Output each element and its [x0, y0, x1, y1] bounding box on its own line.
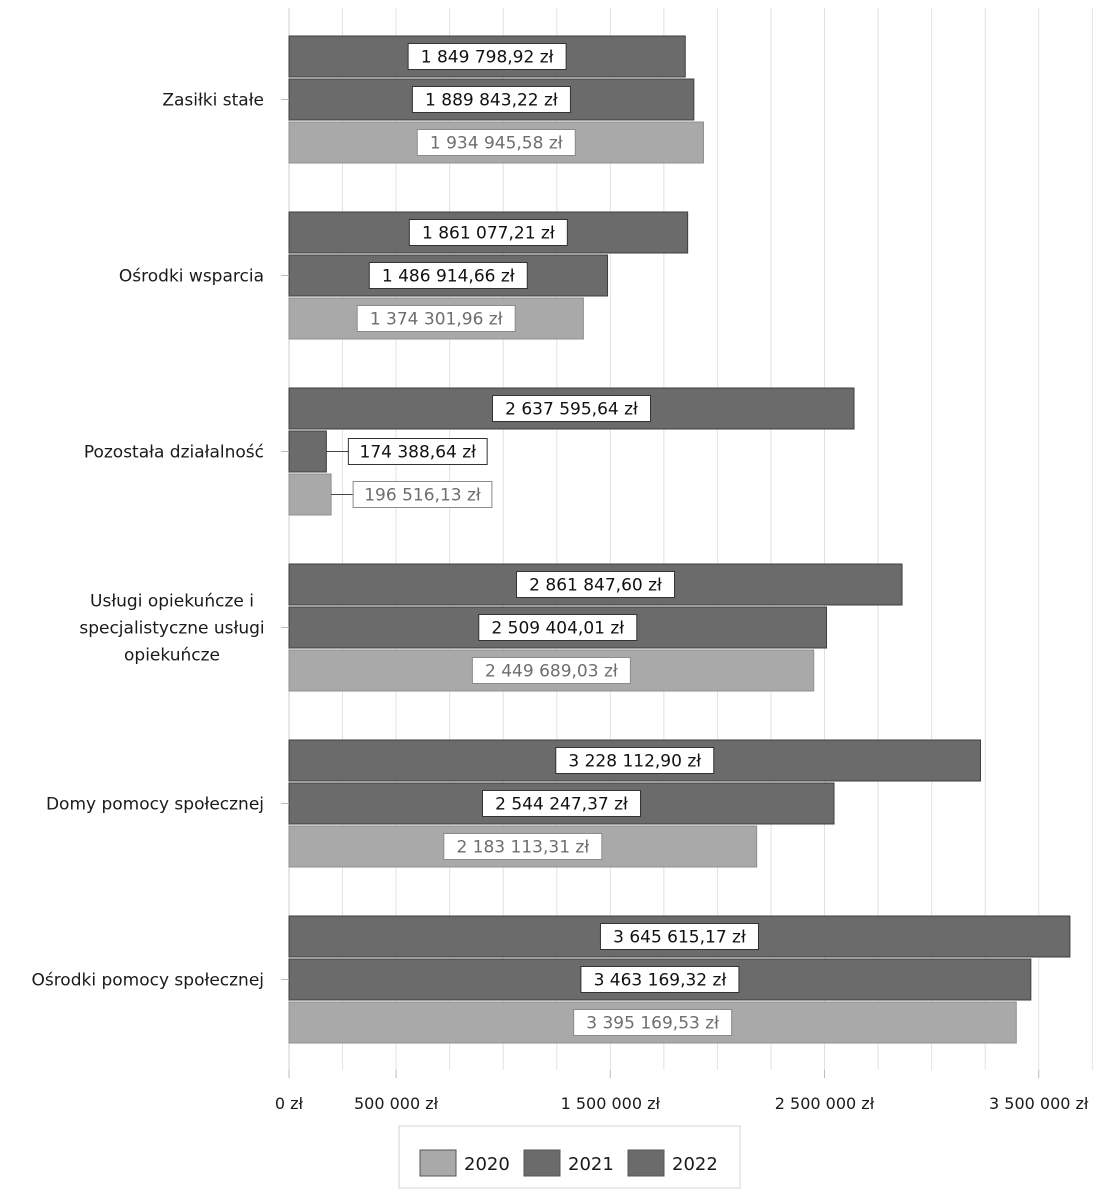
data-label: 2 449 689,03 zł — [485, 662, 618, 682]
legend-label: 2021 — [568, 1154, 614, 1175]
data-label-box — [478, 614, 638, 641]
data-label-box — [555, 747, 715, 774]
data-label-box — [471, 657, 631, 684]
category-label: Pozostała działalność — [84, 443, 264, 463]
gridlines — [288, 8, 1093, 1070]
bars — [288, 35, 1071, 1044]
x-axis: 0 zł 500 000 zł 1 500 000 zł 2 500 000 zł 3 … — [275, 1070, 1089, 1113]
data-label-box — [368, 262, 528, 289]
legend-swatch — [627, 1149, 665, 1177]
data-label-box — [516, 571, 676, 598]
legend-label: 2020 — [464, 1154, 510, 1175]
data-label-box — [599, 923, 759, 950]
category-label: Zasiłki stałe — [162, 91, 264, 111]
data-label-box — [407, 43, 567, 70]
data-labels: 1 849 798,92 zł 1 889 843,22 zł 1 934 945,… — [326, 43, 759, 1036]
data-label-box — [416, 129, 576, 156]
legend: 2020 2021 2022 — [398, 1125, 741, 1189]
legend-swatch — [419, 1149, 457, 1177]
x-tick-label: 500 000 zł — [354, 1094, 439, 1113]
data-label: 1 889 843,22 zł — [425, 91, 558, 111]
x-tick-label: 2 500 000 zł — [775, 1094, 875, 1113]
data-label-box — [580, 966, 740, 993]
data-label-box — [352, 481, 493, 508]
data-label-box — [356, 305, 516, 332]
data-label: 1 934 945,58 zł — [430, 134, 563, 154]
bar — [288, 473, 332, 516]
data-label: 2 183 113,31 zł — [456, 838, 589, 858]
data-label-box — [492, 395, 652, 422]
data-label: 2 544 247,37 zł — [495, 795, 628, 815]
category-label: Ośrodki wsparcia — [119, 267, 264, 287]
data-label-box — [573, 1009, 733, 1036]
data-label: 1 861 077,21 zł — [422, 224, 555, 244]
data-label: 174 388,64 zł — [360, 443, 477, 463]
category-label: Usługi opiekuńcze i specjalistyczne usług… — [79, 592, 264, 666]
x-tick-label: 0 zł — [275, 1094, 304, 1113]
data-label-box — [408, 219, 568, 246]
data-label: 3 463 169,32 zł — [594, 971, 727, 991]
data-label: 1 849 798,92 zł — [421, 48, 554, 68]
data-label-box — [411, 86, 571, 113]
category-labels: Zasiłki stałe Ośrodki wsparcia Pozostała d… — [31, 91, 289, 991]
data-label: 3 395 169,53 zł — [586, 1014, 719, 1034]
legend-swatch — [523, 1149, 561, 1177]
data-label-box — [347, 438, 488, 465]
category-label: Ośrodki pomocy społecznej — [31, 971, 264, 991]
data-label-box — [443, 833, 603, 860]
legend-label: 2022 — [672, 1154, 718, 1175]
data-label: 196 516,13 zł — [364, 486, 481, 506]
data-label-box — [482, 790, 642, 817]
category-label: Domy pomocy społecznej — [46, 795, 264, 815]
data-label: 1 486 914,66 zł — [382, 267, 515, 287]
data-label: 1 374 301,96 zł — [370, 310, 503, 330]
data-label: 2 509 404,01 zł — [491, 619, 624, 639]
data-label: 3 228 112,90 zł — [568, 752, 701, 772]
x-tick-label: 1 500 000 zł — [561, 1094, 661, 1113]
data-label: 2 861 847,60 zł — [529, 576, 662, 596]
data-label: 2 637 595,64 zł — [505, 400, 638, 420]
x-tick-label: 3 500 000 zł — [989, 1094, 1089, 1113]
bar — [288, 430, 327, 473]
data-label: 3 645 615,17 zł — [613, 928, 746, 948]
